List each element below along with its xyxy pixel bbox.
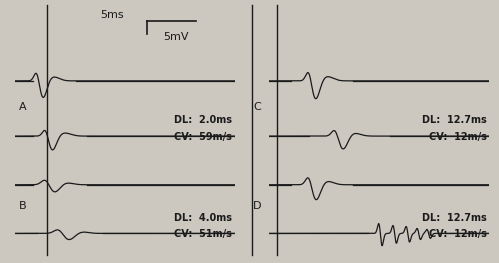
Text: C: C: [253, 102, 261, 112]
Text: DL:  12.7ms: DL: 12.7ms: [422, 115, 487, 125]
Text: CV:  12m/s: CV: 12m/s: [429, 132, 487, 142]
Text: D: D: [252, 201, 261, 211]
Text: B: B: [18, 201, 26, 211]
Text: 5ms: 5ms: [100, 10, 124, 20]
Text: A: A: [18, 102, 26, 112]
Text: DL:  4.0ms: DL: 4.0ms: [174, 213, 233, 222]
Text: CV:  59m/s: CV: 59m/s: [175, 132, 233, 142]
Text: DL:  12.7ms: DL: 12.7ms: [422, 213, 487, 222]
Text: DL:  2.0ms: DL: 2.0ms: [174, 115, 233, 125]
Text: CV:  12m/s: CV: 12m/s: [429, 229, 487, 239]
Text: CV:  51m/s: CV: 51m/s: [175, 229, 233, 239]
Text: 5mV: 5mV: [163, 32, 189, 42]
